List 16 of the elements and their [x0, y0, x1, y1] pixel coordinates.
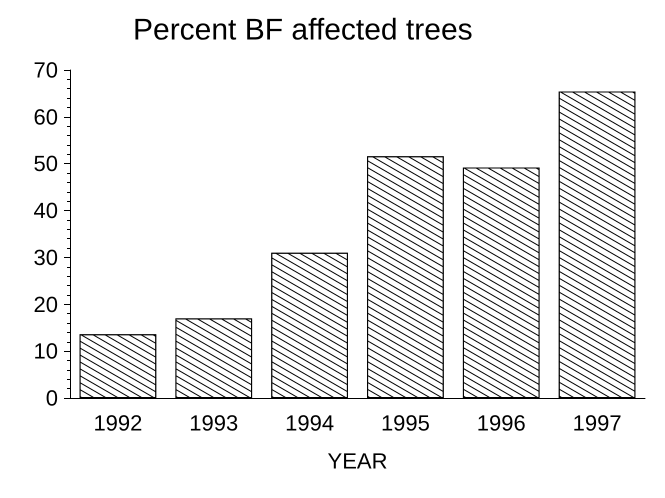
x-tick-label: 1997 — [572, 410, 622, 436]
y-tick-label: 70 — [34, 58, 58, 82]
y-tick-label: 40 — [34, 198, 58, 224]
y-tick-label: 60 — [34, 104, 58, 130]
y-tick-label: 20 — [34, 292, 58, 317]
x-tick-label: 1994 — [285, 410, 334, 436]
x-tick-label: 1996 — [476, 410, 526, 436]
x-axis-title: YEAR — [328, 448, 388, 474]
y-tick-label: 30 — [34, 244, 58, 270]
x-tick-label: 1995 — [380, 410, 430, 436]
x-tick-label: 1993 — [189, 410, 238, 436]
y-tick-label: 10 — [34, 338, 58, 364]
y-tick-label: 50 — [34, 151, 58, 176]
x-tick-label: 1992 — [93, 410, 142, 436]
y-tick-label: 0 — [46, 386, 58, 410]
chart-title: Percent BF affected trees — [133, 14, 473, 46]
